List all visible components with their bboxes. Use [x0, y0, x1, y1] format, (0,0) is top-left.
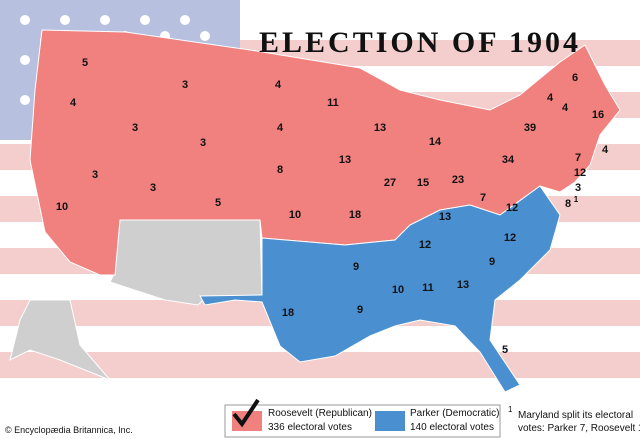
legend-swatch [375, 411, 405, 431]
state-votes: 6 [572, 72, 578, 84]
state-votes: 11 [327, 97, 339, 109]
legend-votes: 140 electoral votes [410, 422, 494, 433]
state-votes: 12 [419, 239, 431, 251]
state-votes: 3 [92, 169, 98, 181]
state-votes: 12 [504, 232, 516, 244]
legend-votes: 336 electoral votes [268, 422, 352, 433]
state-votes: 4 [70, 97, 77, 109]
footnote-mark: 1 [508, 405, 513, 414]
state-votes: 3 [575, 182, 581, 194]
legend-label: Parker (Democratic) [410, 408, 499, 419]
map-title: ELECTION OF 1904 [259, 26, 581, 59]
state-votes: 11 [422, 282, 434, 294]
state-votes: 8 [565, 198, 571, 210]
legend-box [224, 404, 501, 438]
state-votes: 4 [547, 92, 554, 104]
state-votes: 9 [357, 304, 363, 316]
state-votes: 7 [480, 192, 486, 204]
legend: Roosevelt (Republican) 336 electoral vot… [224, 398, 501, 438]
footnote-ref: 1 [574, 195, 579, 204]
state-votes: 3 [132, 122, 138, 134]
state-votes: 14 [429, 136, 442, 148]
state-votes: 34 [502, 154, 515, 166]
check-mark [232, 398, 260, 428]
state-votes: 9 [353, 261, 359, 273]
state-votes: 5 [502, 344, 508, 356]
state-votes: 13 [339, 154, 351, 166]
footnote-text: votes: Parker 7, Roosevelt 1. [518, 423, 640, 434]
state-votes: 8 [277, 164, 283, 176]
credit: © Encyclopædia Britannica, Inc. [5, 425, 133, 435]
state-votes: 3 [150, 182, 156, 194]
footnote-text: Maryland split its electoral [518, 410, 633, 421]
state-votes: 3 [200, 137, 206, 149]
state-votes: 4 [562, 102, 569, 114]
state-votes: 13 [374, 122, 386, 134]
state-votes: 12 [506, 202, 518, 214]
state-votes: 13 [457, 279, 469, 291]
state-votes: 27 [384, 177, 396, 189]
state-votes: 10 [289, 209, 301, 221]
state-votes: 23 [452, 174, 464, 186]
state-votes: 5 [82, 57, 88, 69]
state-votes: 9 [489, 256, 495, 268]
legend-label: Roosevelt (Republican) [268, 408, 372, 419]
state-votes: 4 [602, 144, 609, 156]
state-votes: 7 [575, 152, 581, 164]
state-votes: 4 [277, 122, 284, 134]
state-votes: 3 [182, 79, 188, 91]
state-votes: 15 [417, 177, 429, 189]
state-votes: 18 [282, 307, 294, 319]
state-votes: 12 [574, 167, 586, 179]
state-votes: 5 [215, 197, 221, 209]
state-votes: 13 [439, 211, 451, 223]
democratic-states [199, 185, 561, 393]
state-votes: 16 [592, 109, 604, 121]
state-votes: 18 [349, 209, 361, 221]
legend-swatch [232, 411, 262, 431]
state-votes: 10 [56, 201, 68, 213]
state-votes: 10 [392, 284, 404, 296]
state-votes: 4 [275, 79, 282, 91]
state-votes: 39 [524, 122, 536, 134]
